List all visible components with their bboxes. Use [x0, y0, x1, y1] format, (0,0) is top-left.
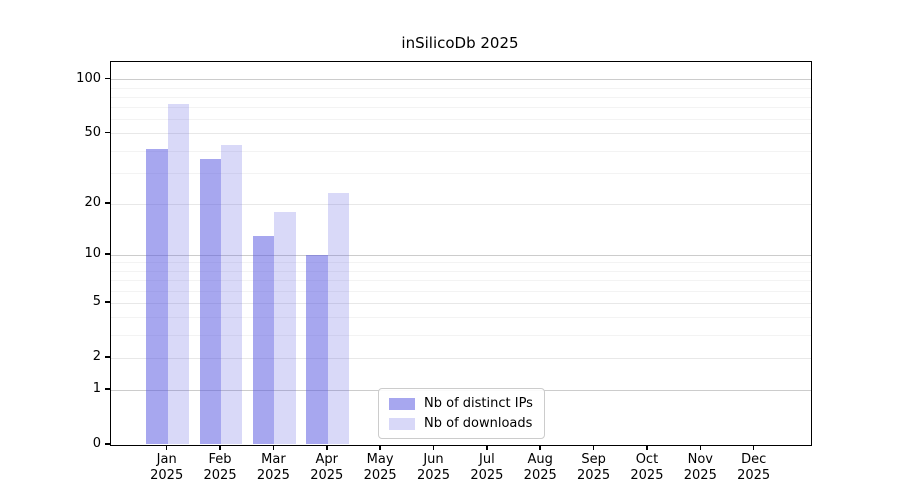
gridline-minor [111, 119, 811, 121]
bar-distinct-ips [306, 254, 328, 445]
gridline-minor [111, 317, 811, 319]
x-tick [699, 445, 702, 450]
x-tick [646, 445, 648, 450]
x-tick [272, 445, 275, 450]
bar-distinct-ips [146, 148, 168, 445]
bar-downloads [167, 103, 189, 445]
x-tick-label: Sep 2025 [577, 451, 611, 483]
y-tick-label: 20 [84, 195, 101, 211]
gridline-minor [111, 279, 811, 281]
y-tick-label: 5 [92, 294, 101, 310]
x-tick-label: Nov 2025 [683, 451, 717, 483]
y-tick [105, 301, 110, 303]
bar-distinct-ips [253, 235, 275, 445]
gridline-minor [111, 87, 811, 89]
gridline-minor [111, 96, 811, 98]
bar-downloads [327, 193, 350, 445]
x-tick [752, 445, 755, 450]
gridline-decade [111, 254, 811, 256]
gridline-minor [111, 172, 811, 174]
plot-area [110, 61, 812, 446]
x-tick-label: Mar 2025 [256, 451, 290, 483]
y-tick-label: 10 [84, 246, 101, 262]
bar-downloads [274, 211, 296, 445]
x-tick-label: Dec 2025 [737, 451, 771, 483]
y-tick [105, 131, 110, 134]
y-tick-label: 1 [92, 381, 101, 397]
x-tick [432, 445, 435, 450]
gridline-mid [111, 133, 811, 135]
x-tick [165, 445, 168, 450]
chart-title: inSilicoDb 2025 [401, 34, 519, 52]
y-tick [105, 253, 110, 255]
gridline-mid [111, 302, 811, 304]
x-tick-label: Jul 2025 [470, 451, 504, 483]
x-tick [379, 445, 381, 450]
gridline-minor [111, 270, 811, 272]
legend-label: Nb of distinct IPs [424, 396, 533, 411]
gridline-mid [111, 203, 811, 205]
y-tick [105, 388, 110, 390]
gridline-decade [111, 79, 811, 81]
y-tick-label: 0 [92, 436, 101, 451]
legend-item-distinct-ips: Nb of distinct IPs [389, 396, 533, 411]
x-tick-label: Feb 2025 [203, 451, 237, 483]
gridline-minor [111, 290, 811, 292]
x-tick-label: Jan 2025 [150, 451, 184, 483]
x-tick-label: Apr 2025 [310, 451, 344, 483]
y-tick [105, 443, 110, 445]
y-tick-label: 100 [76, 70, 101, 86]
legend-swatch-downloads [389, 417, 415, 430]
y-tick [105, 356, 110, 358]
x-tick-label: Aug 2025 [523, 451, 557, 483]
legend-item-downloads: Nb of downloads [389, 416, 533, 431]
gridline-minor [111, 262, 811, 264]
x-tick [592, 445, 595, 450]
gridline-minor [111, 334, 811, 336]
x-tick [326, 445, 328, 450]
y-tick [105, 77, 110, 80]
y-tick-label: 2 [92, 349, 101, 365]
legend-label: Nb of downloads [424, 416, 533, 431]
legend: Nb of distinct IPs Nb of downloads [378, 388, 545, 439]
x-tick-label: Oct 2025 [630, 451, 664, 483]
x-tick [219, 445, 221, 450]
bar-distinct-ips [199, 158, 222, 445]
x-tick [539, 445, 541, 450]
x-tick [486, 445, 488, 450]
gridline-minor [111, 107, 811, 109]
y-tick-label: 50 [84, 124, 101, 140]
gridline-mid [111, 357, 811, 359]
gridline-minor [111, 150, 811, 152]
legend-swatch-distinct-ips [389, 397, 415, 410]
x-tick-label: Jun 2025 [416, 451, 451, 483]
x-tick-label: May 2025 [363, 451, 397, 483]
bar-downloads [221, 145, 243, 445]
y-tick [105, 202, 110, 204]
